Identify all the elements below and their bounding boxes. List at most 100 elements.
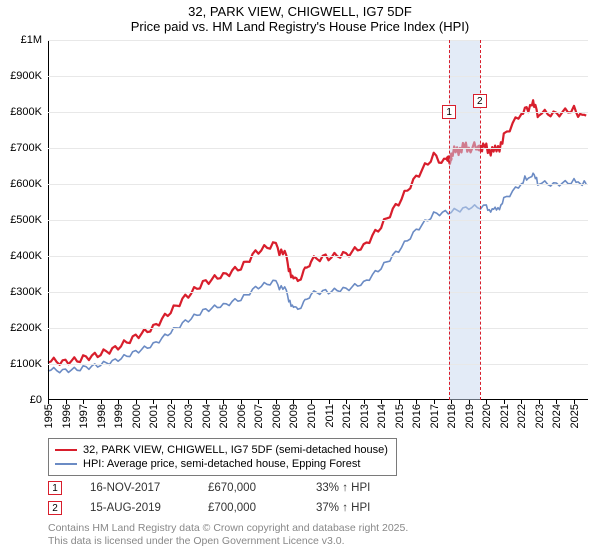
footer-line2: This data is licensed under the Open Gov… (48, 535, 408, 548)
y-tick-label: £400K (10, 250, 42, 262)
gridline (48, 220, 588, 221)
x-tick (276, 400, 277, 404)
x-tick (521, 400, 522, 404)
x-tick-label: 2010 (306, 404, 318, 428)
x-tick (153, 400, 154, 404)
gridline (48, 292, 588, 293)
footer: Contains HM Land Registry data © Crown c… (48, 522, 408, 548)
x-tick (258, 400, 259, 404)
x-tick-label: 2015 (394, 404, 406, 428)
x-tick-label: 2017 (429, 404, 441, 428)
y-tick-label: £800K (10, 106, 42, 118)
y-tick-label: £600K (10, 178, 42, 190)
y-tick-label: £700K (10, 142, 42, 154)
x-tick-label: 1996 (61, 404, 73, 428)
x-tick (416, 400, 417, 404)
marker-box: 2 (473, 94, 487, 108)
x-tick-label: 2020 (481, 404, 493, 428)
y-tick-label: £1M (21, 34, 42, 46)
x-tick (293, 400, 294, 404)
x-tick-label: 2000 (131, 404, 143, 428)
x-tick-label: 2025 (569, 404, 581, 428)
plot: £0£100K£200K£300K£400K£500K£600K£700K£80… (48, 40, 588, 400)
page-subtitle: Price paid vs. HM Land Registry's House … (0, 19, 600, 34)
event-date: 15-AUG-2019 (90, 502, 190, 514)
x-tick (241, 400, 242, 404)
x-tick-label: 2003 (183, 404, 195, 428)
legend-swatch-hpi (55, 463, 77, 465)
x-tick (66, 400, 67, 404)
y-tick-label: £900K (10, 70, 42, 82)
x-tick (48, 400, 49, 404)
event-marker-box: 2 (48, 501, 62, 515)
marker-box: 1 (442, 105, 456, 119)
x-tick (223, 400, 224, 404)
event-price: £700,000 (208, 502, 298, 514)
footer-line1: Contains HM Land Registry data © Crown c… (48, 522, 408, 535)
x-tick (399, 400, 400, 404)
y-tick-label: £300K (10, 286, 42, 298)
x-tick (434, 400, 435, 404)
x-tick-label: 2007 (253, 404, 265, 428)
x-tick-label: 2009 (288, 404, 300, 428)
event-marker-box: 1 (48, 481, 62, 495)
x-tick (539, 400, 540, 404)
series-property (48, 100, 586, 365)
legend-label-property: 32, PARK VIEW, CHIGWELL, IG7 5DF (semi-d… (83, 443, 388, 457)
events-table: 1 16-NOV-2017 £670,000 33% ↑ HPI 2 15-AU… (48, 478, 426, 518)
x-tick (101, 400, 102, 404)
x-tick-label: 1999 (113, 404, 125, 428)
x-tick (118, 400, 119, 404)
chart-area: £0£100K£200K£300K£400K£500K£600K£700K£80… (48, 40, 588, 400)
gridline (48, 184, 588, 185)
x-tick-label: 2021 (499, 404, 511, 428)
legend: 32, PARK VIEW, CHIGWELL, IG7 5DF (semi-d… (48, 438, 397, 476)
x-tick (381, 400, 382, 404)
gridline (48, 364, 588, 365)
y-tick-label: £0 (30, 394, 42, 406)
x-tick-label: 2001 (148, 404, 160, 428)
x-tick (486, 400, 487, 404)
x-tick (136, 400, 137, 404)
legend-item-hpi: HPI: Average price, semi-detached house,… (55, 457, 388, 471)
x-tick (329, 400, 330, 404)
x-tick-label: 2005 (218, 404, 230, 428)
gridline (48, 328, 588, 329)
x-tick (206, 400, 207, 404)
x-tick (469, 400, 470, 404)
x-tick-label: 1998 (96, 404, 108, 428)
event-date: 16-NOV-2017 (90, 482, 190, 494)
x-tick-label: 2002 (166, 404, 178, 428)
x-tick-label: 2019 (464, 404, 476, 428)
y-tick-label: £500K (10, 214, 42, 226)
x-tick-label: 2013 (359, 404, 371, 428)
x-tick-label: 2022 (516, 404, 528, 428)
gridline (48, 40, 588, 41)
gridline (48, 76, 588, 77)
event-row: 1 16-NOV-2017 £670,000 33% ↑ HPI (48, 478, 426, 498)
legend-label-hpi: HPI: Average price, semi-detached house,… (83, 457, 360, 471)
x-tick-label: 2016 (411, 404, 423, 428)
y-tick-label: £100K (10, 358, 42, 370)
event-row: 2 15-AUG-2019 £700,000 37% ↑ HPI (48, 498, 426, 518)
gridline (48, 148, 588, 149)
x-tick (364, 400, 365, 404)
x-tick-label: 1995 (43, 404, 55, 428)
x-tick-label: 2006 (236, 404, 248, 428)
chart-container: 32, PARK VIEW, CHIGWELL, IG7 5DF Price p… (0, 0, 600, 560)
x-tick (574, 400, 575, 404)
x-tick (451, 400, 452, 404)
x-tick (171, 400, 172, 404)
x-tick-label: 2008 (271, 404, 283, 428)
x-tick-label: 2014 (376, 404, 388, 428)
marker-line (449, 40, 450, 400)
legend-item-property: 32, PARK VIEW, CHIGWELL, IG7 5DF (semi-d… (55, 443, 388, 457)
gridline (48, 256, 588, 257)
x-tick (188, 400, 189, 404)
event-price: £670,000 (208, 482, 298, 494)
x-tick (504, 400, 505, 404)
x-tick (83, 400, 84, 404)
event-pct: 33% ↑ HPI (316, 482, 426, 494)
x-axis (48, 399, 588, 400)
x-tick-label: 2023 (534, 404, 546, 428)
